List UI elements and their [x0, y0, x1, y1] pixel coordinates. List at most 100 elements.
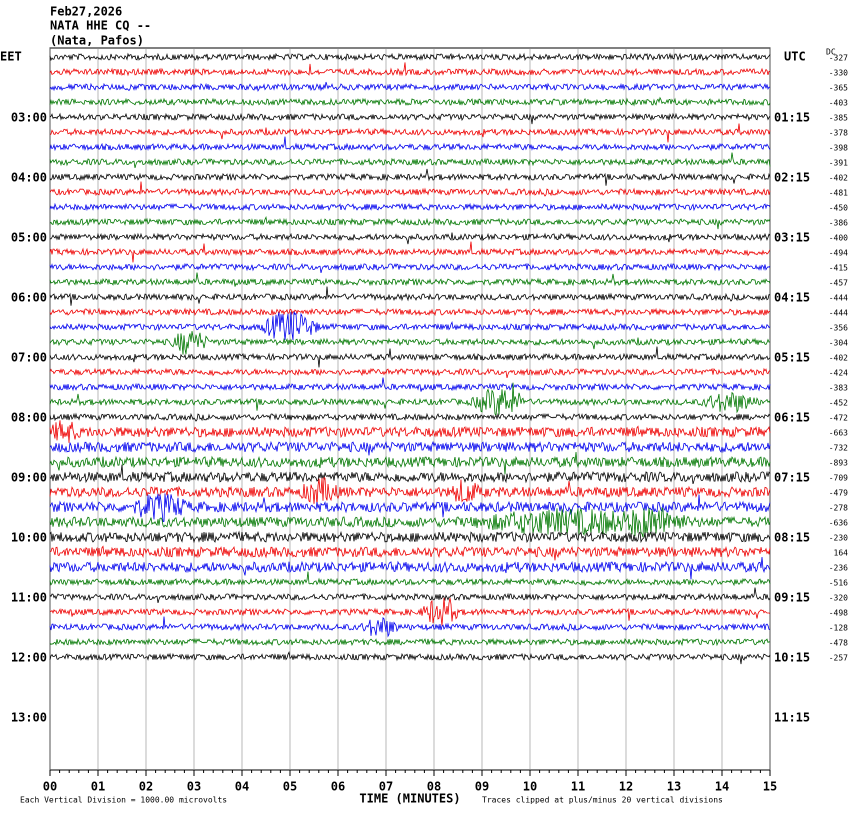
header-line: NATA HHE CQ --: [50, 19, 151, 33]
dc-title: DC: [826, 48, 836, 57]
dc-value: -516: [829, 579, 848, 588]
left-time-label: 12:00: [11, 651, 47, 665]
dc-value: -893: [829, 459, 848, 468]
right-time-label: 01:15: [774, 111, 810, 125]
trace: [49, 571, 771, 587]
trace: [49, 262, 771, 274]
dc-value: -452: [829, 399, 848, 408]
trace: [49, 597, 771, 626]
right-time-label: 04:15: [774, 291, 810, 305]
footer-left: Each Vertical Division = 1000.00 microvo…: [20, 796, 227, 805]
trace: [49, 331, 771, 355]
dc-value: -498: [829, 609, 848, 618]
trace: [49, 420, 771, 443]
dc-value: -481: [829, 189, 848, 198]
trace: [49, 377, 771, 392]
dc-value: 164: [834, 549, 849, 558]
left-time-label: 03:00: [11, 111, 47, 125]
header-line: (Nata, Pafos): [50, 34, 144, 48]
dc-value: -402: [829, 354, 848, 363]
x-title: TIME (MINUTES): [359, 792, 460, 806]
dc-value: -663: [829, 429, 848, 438]
dc-value: -636: [829, 519, 848, 528]
x-tick-label: 04: [235, 780, 249, 794]
left-time-label: 09:00: [11, 471, 47, 485]
dc-value: -356: [829, 324, 848, 333]
x-tick-label: 00: [43, 780, 57, 794]
left-time-label: 10:00: [11, 531, 47, 545]
trace: [49, 412, 771, 422]
trace: [49, 382, 771, 417]
trace: [49, 346, 771, 368]
dc-value: -257: [829, 654, 848, 663]
x-tick-label: 15: [763, 780, 777, 794]
trace: [49, 168, 771, 186]
right-time-label: 08:15: [774, 531, 810, 545]
x-tick-label: 01: [91, 780, 105, 794]
dc-value: -472: [829, 414, 848, 423]
dc-value: -398: [829, 144, 848, 153]
trace: [49, 181, 771, 197]
footer-right: Traces clipped at plus/minus 20 vertical…: [482, 796, 723, 805]
x-tick-label: 14: [715, 780, 729, 794]
trace: [49, 307, 771, 317]
x-tick-label: 11: [571, 780, 585, 794]
trace: [49, 96, 771, 107]
trace: [49, 241, 771, 263]
dc-value: -424: [829, 369, 848, 378]
trace: [49, 464, 771, 485]
trace: [49, 112, 771, 125]
right-title: UTC: [784, 50, 806, 64]
trace: [49, 587, 771, 604]
trace: [49, 556, 771, 580]
dc-value: -479: [829, 489, 848, 498]
right-time-label: 07:15: [774, 471, 810, 485]
dc-value: -391: [829, 159, 848, 168]
trace: [49, 440, 771, 456]
left-title: EET: [0, 50, 22, 64]
trace: [49, 507, 771, 538]
trace: [49, 286, 771, 306]
x-tick-label: 06: [331, 780, 345, 794]
trace: [49, 451, 771, 475]
dc-value: -494: [829, 249, 848, 258]
trace: [49, 202, 771, 212]
trace: [49, 493, 771, 523]
trace: [49, 616, 771, 638]
dc-value: -320: [829, 594, 848, 603]
trace: [49, 81, 771, 92]
right-time-label: 05:15: [774, 351, 810, 365]
left-time-label: 05:00: [11, 231, 47, 245]
dc-value: -478: [829, 639, 848, 648]
right-time-label: 10:15: [774, 651, 810, 665]
x-tick-label: 09: [475, 780, 489, 794]
left-time-label: 08:00: [11, 411, 47, 425]
dc-value: -385: [829, 114, 848, 123]
left-time-label: 11:00: [11, 591, 47, 605]
dc-value: -403: [829, 99, 848, 108]
right-time-label: 03:15: [774, 231, 810, 245]
dc-value: -330: [829, 69, 848, 78]
dc-value: -444: [829, 294, 848, 303]
x-tick-label: 07: [379, 780, 393, 794]
dc-value: -400: [829, 234, 848, 243]
dc-value: -327: [829, 54, 848, 63]
x-tick-label: 02: [139, 780, 153, 794]
dc-value: -383: [829, 384, 848, 393]
trace: [49, 637, 771, 647]
left-time-label: 07:00: [11, 351, 47, 365]
dc-value: -415: [829, 264, 848, 273]
trace: [49, 152, 771, 169]
trace: [49, 52, 771, 62]
trace: [49, 545, 771, 561]
trace: [49, 650, 771, 665]
x-tick-label: 10: [523, 780, 537, 794]
right-time-label: 06:15: [774, 411, 810, 425]
dc-value: -128: [829, 624, 848, 633]
left-time-label: 13:00: [11, 711, 47, 725]
trace: [49, 476, 771, 506]
x-tick-label: 12: [619, 780, 633, 794]
trace: [49, 311, 771, 341]
dc-value: -378: [829, 129, 848, 138]
